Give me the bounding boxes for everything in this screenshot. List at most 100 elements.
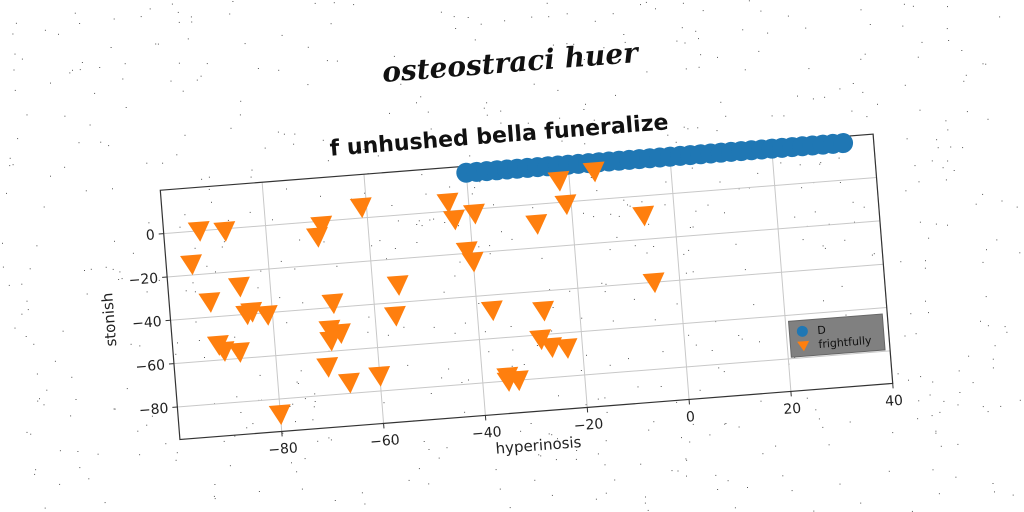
noise-speck — [595, 498, 597, 500]
noise-speck — [14, 327, 16, 329]
noise-speck — [110, 47, 112, 48]
noise-speck — [958, 370, 960, 372]
noise-speck — [302, 302, 304, 304]
noise-speck — [586, 354, 587, 356]
y-tick-label: −20 — [128, 271, 159, 289]
noise-speck — [214, 498, 216, 500]
noise-speck — [640, 4, 641, 6]
noise-speck — [717, 56, 718, 58]
noise-speck — [947, 129, 949, 131]
noise-speck — [762, 453, 764, 455]
noise-speck — [742, 29, 744, 31]
y-gridline — [170, 263, 884, 321]
noise-speck — [759, 341, 760, 343]
noise-speck — [716, 130, 718, 132]
noise-speck — [229, 465, 231, 467]
noise-speck — [177, 342, 178, 344]
noise-speck — [945, 179, 947, 181]
noise-speck — [34, 473, 36, 475]
point-series-1 — [349, 197, 372, 219]
noise-speck — [314, 393, 316, 395]
noise-speck — [277, 131, 279, 133]
noise-speck — [368, 316, 370, 318]
noise-speck — [854, 221, 855, 223]
noise-speck — [688, 249, 690, 251]
noise-speck — [59, 450, 61, 452]
noise-speck — [453, 16, 455, 18]
noise-speck — [194, 247, 196, 249]
noise-speck — [645, 1, 647, 3]
noise-speck — [252, 423, 254, 425]
noise-speck — [114, 408, 116, 410]
noise-speck — [914, 165, 916, 167]
noise-speck — [818, 418, 820, 420]
noise-speck — [155, 43, 157, 45]
noise-speck — [464, 411, 466, 413]
noise-speck — [74, 12, 76, 14]
noise-speck — [982, 63, 984, 65]
noise-speck — [104, 502, 106, 504]
noise-speck — [609, 249, 611, 251]
noise-speck — [590, 177, 592, 178]
noise-speck — [94, 92, 96, 94]
point-series-1 — [532, 300, 555, 322]
noise-speck — [925, 260, 926, 262]
noise-speck — [201, 178, 203, 180]
noise-speck — [698, 66, 700, 68]
noise-speck — [191, 21, 193, 23]
noise-speck — [282, 432, 284, 434]
noise-speck — [925, 300, 926, 302]
noise-speck — [935, 223, 937, 225]
noise-speck — [767, 32, 769, 34]
point-series-1 — [328, 323, 351, 345]
noise-speck — [888, 470, 890, 472]
noise-speck — [394, 248, 396, 249]
noise-speck — [440, 11, 442, 13]
noise-speck — [999, 16, 1001, 18]
noise-speck — [910, 313, 912, 315]
noise-speck — [758, 50, 760, 52]
noise-speck — [113, 18, 115, 20]
noise-speck — [932, 469, 934, 471]
noise-speck — [30, 433, 32, 435]
noise-speck — [715, 474, 717, 476]
noise-speck — [148, 222, 150, 224]
noise-speck — [603, 47, 605, 49]
noise-speck — [985, 63, 987, 65]
noise-speck — [176, 154, 178, 156]
noise-speck — [371, 245, 373, 247]
noise-speck — [12, 164, 14, 166]
noise-speck — [105, 266, 107, 268]
noise-speck — [715, 321, 717, 323]
noise-speck — [812, 98, 814, 100]
noise-speck — [192, 282, 194, 284]
noise-speck — [627, 204, 628, 206]
point-series-1 — [436, 192, 459, 214]
noise-speck — [943, 400, 945, 402]
noise-speck — [822, 426, 824, 428]
x-tick-label: 40 — [885, 393, 904, 410]
noise-speck — [119, 271, 121, 273]
noise-speck — [403, 326, 405, 328]
noise-speck — [458, 225, 459, 227]
noise-speck — [585, 103, 586, 105]
noise-speck — [35, 469, 37, 471]
point-series-1 — [227, 342, 250, 363]
noise-speck — [62, 330, 64, 332]
point-series-1 — [255, 305, 278, 326]
noise-speck — [322, 139, 324, 141]
noise-speck — [257, 287, 259, 289]
point-series-1 — [321, 293, 344, 315]
noise-speck — [917, 418, 919, 420]
noise-speck — [583, 212, 584, 214]
noise-speck — [583, 109, 585, 110]
noise-speck — [791, 490, 793, 492]
noise-speck — [162, 162, 164, 164]
noise-speck — [948, 40, 950, 41]
point-series-1 — [319, 330, 342, 352]
noise-speck — [623, 34, 625, 35]
noise-speck — [918, 181, 920, 183]
noise-speck — [246, 427, 248, 429]
noise-speck — [780, 162, 782, 164]
point-series-1 — [187, 220, 210, 242]
